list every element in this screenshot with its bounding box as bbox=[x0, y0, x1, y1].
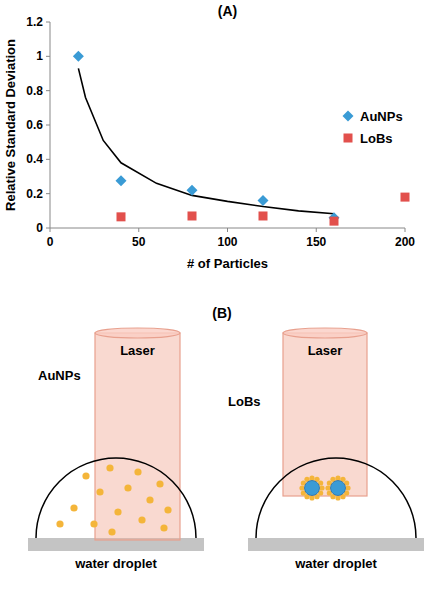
data-point bbox=[116, 175, 127, 186]
laser-label: Laser bbox=[120, 343, 155, 358]
y-axis-title: Relative Standard Deviation bbox=[3, 39, 18, 211]
data-point bbox=[187, 185, 198, 196]
y-tick bbox=[46, 90, 50, 91]
particle-label: AuNPs bbox=[38, 368, 81, 383]
x-tick-label: 200 bbox=[395, 235, 415, 249]
data-point bbox=[117, 212, 126, 221]
nanoparticle bbox=[309, 495, 314, 500]
chart-title: (A) bbox=[218, 3, 237, 19]
x-tick bbox=[138, 228, 139, 232]
x-tick bbox=[405, 228, 406, 232]
nanoparticle bbox=[156, 480, 163, 487]
substrate bbox=[248, 538, 424, 551]
nanoparticle bbox=[106, 464, 113, 471]
x-tick-label: 0 bbox=[47, 235, 54, 249]
legend-marker bbox=[343, 111, 354, 122]
x-tick-label: 100 bbox=[217, 235, 237, 249]
x-axis-title: # of Particles bbox=[187, 256, 268, 271]
nanoparticle bbox=[146, 496, 153, 503]
data-point bbox=[258, 195, 269, 206]
laser-label: Laser bbox=[308, 343, 343, 358]
droplet-label: water droplet bbox=[74, 556, 157, 571]
y-tick bbox=[46, 125, 50, 126]
nanoparticle bbox=[96, 488, 103, 495]
y-tick-label: 0 bbox=[36, 221, 43, 235]
diagram-title: (B) bbox=[212, 305, 231, 321]
microbead bbox=[331, 481, 346, 496]
nanoparticle bbox=[70, 504, 77, 511]
y-tick bbox=[46, 193, 50, 194]
nanoparticle bbox=[114, 508, 121, 515]
nanoparticle bbox=[335, 475, 340, 480]
x-tick bbox=[227, 228, 228, 232]
y-tick bbox=[46, 159, 50, 160]
y-tick bbox=[46, 56, 50, 57]
nanoparticle bbox=[335, 495, 340, 500]
data-point bbox=[73, 51, 84, 62]
data-point bbox=[188, 211, 197, 220]
x-tick bbox=[50, 228, 51, 232]
nanoparticle bbox=[309, 475, 314, 480]
laser-top bbox=[283, 328, 367, 338]
y-tick-label: 0.2 bbox=[26, 187, 43, 201]
y-tick bbox=[46, 228, 50, 229]
nanoparticle bbox=[160, 524, 167, 531]
y-tick-label: 1.2 bbox=[26, 15, 43, 29]
x-tick-label: 50 bbox=[132, 235, 146, 249]
y-tick-label: 0.4 bbox=[26, 152, 43, 166]
y-tick bbox=[46, 22, 50, 23]
particle-label: LoBs bbox=[228, 394, 261, 409]
data-point bbox=[259, 211, 268, 220]
laser-top bbox=[95, 328, 180, 338]
droplet-outline bbox=[36, 458, 196, 538]
microbead bbox=[305, 481, 320, 496]
nanoparticle bbox=[82, 472, 89, 479]
x-tick bbox=[316, 228, 317, 232]
laser-beam bbox=[283, 333, 367, 496]
nanoparticle bbox=[164, 506, 171, 513]
x-tick-label: 150 bbox=[306, 235, 326, 249]
nanoparticle bbox=[345, 485, 350, 490]
nanoparticle bbox=[138, 516, 145, 523]
nanoparticle bbox=[299, 485, 304, 490]
nanoparticle bbox=[56, 520, 63, 527]
legend-label: AuNPs bbox=[360, 109, 403, 124]
plot-marks bbox=[73, 51, 410, 226]
nanoparticle bbox=[90, 520, 97, 527]
y-tick-label: 0.8 bbox=[26, 84, 43, 98]
y-tick-label: 1 bbox=[36, 49, 43, 63]
nanoparticle bbox=[134, 468, 141, 475]
nanoparticle bbox=[325, 485, 330, 490]
droplet-outline bbox=[256, 458, 416, 538]
nanoparticle bbox=[124, 484, 131, 491]
laser-beam bbox=[95, 333, 180, 540]
y-tick-label: 0.6 bbox=[26, 118, 43, 132]
legend-marker bbox=[344, 134, 353, 143]
figure: (A) 0 0.2 0.4 0.6 0.8 1 1.2 0 50 100 150 200 # of Par… bbox=[0, 0, 444, 589]
nanoparticle bbox=[108, 528, 115, 535]
data-point bbox=[401, 193, 410, 202]
trend-line bbox=[78, 68, 334, 213]
data-point bbox=[330, 217, 339, 226]
nanoparticle bbox=[319, 485, 324, 490]
droplet-label: water droplet bbox=[294, 556, 377, 571]
legend-label: LoBs bbox=[360, 131, 393, 146]
